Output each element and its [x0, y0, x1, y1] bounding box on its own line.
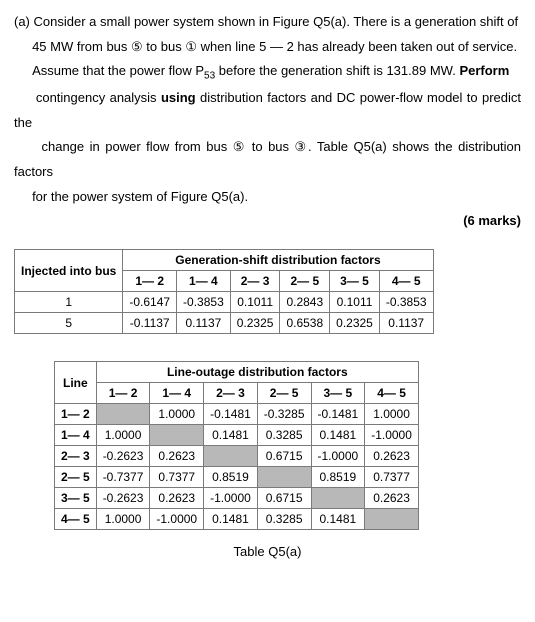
lodf-cell: -1.0000 — [150, 509, 204, 530]
lodf-line: 1— 4 — [55, 425, 97, 446]
lodf-cell: -0.3285 — [257, 404, 311, 425]
gsdf-rowheader: Injected into bus — [15, 250, 123, 292]
lodf-table: LineLine-outage distribution factors1— 2… — [54, 361, 419, 530]
q-line2: 45 MW from bus ⑤ to bus ① when line 5 — … — [32, 39, 517, 54]
lodf-cell: 0.2623 — [365, 488, 419, 509]
lodf-cell: -0.1481 — [311, 404, 365, 425]
gsdf-cell: 0.2843 — [280, 292, 330, 313]
lodf-col: 1— 2 — [96, 383, 150, 404]
q-line3-mid: before the generation shift is 131.89 MW… — [215, 63, 459, 78]
gsdf-cell: 0.6538 — [280, 313, 330, 334]
lodf-cell: 0.3285 — [257, 509, 311, 530]
lodf-cell: 1.0000 — [96, 425, 150, 446]
gsdf-col: 2— 3 — [230, 271, 280, 292]
lodf-cell: 0.8519 — [311, 467, 365, 488]
question-body: (a) Consider a small power system shown … — [14, 10, 521, 209]
lodf-col: 2— 5 — [257, 383, 311, 404]
lodf-cell: 0.6715 — [257, 446, 311, 467]
lodf-line: 4— 5 — [55, 509, 97, 530]
gsdf-cell: 0.2325 — [230, 313, 280, 334]
gsdf-cell: 0.1137 — [379, 313, 433, 334]
gsdf-cell: 0.1011 — [330, 292, 380, 313]
lodf-cell: -1.0000 — [311, 446, 365, 467]
lodf-cell — [311, 488, 365, 509]
lodf-rowheader: Line — [55, 362, 97, 404]
gsdf-cell: 0.1011 — [230, 292, 280, 313]
gsdf-title: Generation-shift distribution factors — [123, 250, 433, 271]
lodf-cell — [96, 404, 150, 425]
lodf-cell — [257, 467, 311, 488]
lodf-line: 2— 3 — [55, 446, 97, 467]
lodf-cell: 0.7377 — [150, 467, 204, 488]
lodf-col: 4— 5 — [365, 383, 419, 404]
lodf-cell — [204, 446, 258, 467]
lodf-title: Line-outage distribution factors — [96, 362, 418, 383]
lodf-cell: 1.0000 — [96, 509, 150, 530]
q-line3-pre: Assume that the power flow P — [32, 63, 204, 78]
lodf-cell: 0.7377 — [365, 467, 419, 488]
lodf-line: 1— 2 — [55, 404, 97, 425]
lodf-cell: -0.2623 — [96, 488, 150, 509]
lodf-cell: -0.7377 — [96, 467, 150, 488]
gsdf-cell: -0.3853 — [177, 292, 231, 313]
gsdf-bus: 5 — [15, 313, 123, 334]
lodf-cell: 0.2623 — [150, 446, 204, 467]
marks-label: (6 marks) — [14, 213, 521, 228]
lodf-cell: -1.0000 — [365, 425, 419, 446]
table-caption: Table Q5(a) — [14, 544, 521, 559]
q-line4-bold: using — [161, 90, 196, 105]
lodf-cell: 1.0000 — [365, 404, 419, 425]
gsdf-col: 4— 5 — [379, 271, 433, 292]
lodf-col: 2— 3 — [204, 383, 258, 404]
lodf-cell: 0.6715 — [257, 488, 311, 509]
lodf-cell: -0.2623 — [96, 446, 150, 467]
q-line5: change in power flow from bus ⑤ to bus ③… — [14, 139, 521, 179]
lodf-cell: -1.0000 — [204, 488, 258, 509]
q-line3-bold: Perform — [459, 63, 509, 78]
lodf-line: 2— 5 — [55, 467, 97, 488]
lodf-cell — [150, 425, 204, 446]
q-line1: Consider a small power system shown in F… — [34, 14, 519, 29]
lodf-cell: 0.3285 — [257, 425, 311, 446]
lodf-cell: 1.0000 — [150, 404, 204, 425]
lodf-cell: 0.8519 — [204, 467, 258, 488]
lodf-cell: 0.2623 — [150, 488, 204, 509]
q-line6: for the power system of Figure Q5(a). — [32, 189, 248, 204]
gsdf-cell: 0.2325 — [330, 313, 380, 334]
lodf-cell: 0.1481 — [311, 425, 365, 446]
gsdf-col: 1— 4 — [177, 271, 231, 292]
lodf-cell: 0.1481 — [204, 509, 258, 530]
lodf-cell: 0.1481 — [311, 509, 365, 530]
label-a: (a) — [14, 14, 30, 29]
lodf-cell — [365, 509, 419, 530]
q-line3-sub: 53 — [204, 71, 215, 82]
gsdf-cell: 0.1137 — [177, 313, 231, 334]
q-line4-pre: contingency analysis — [36, 90, 161, 105]
gsdf-col: 1— 2 — [123, 271, 177, 292]
gsdf-table: Injected into busGeneration-shift distri… — [14, 249, 434, 334]
gsdf-cell: -0.1137 — [123, 313, 177, 334]
gsdf-cell: -0.3853 — [379, 292, 433, 313]
lodf-cell: 0.2623 — [365, 446, 419, 467]
gsdf-cell: -0.6147 — [123, 292, 177, 313]
gsdf-bus: 1 — [15, 292, 123, 313]
lodf-cell: 0.1481 — [204, 425, 258, 446]
lodf-line: 3— 5 — [55, 488, 97, 509]
gsdf-col: 2— 5 — [280, 271, 330, 292]
lodf-col: 3— 5 — [311, 383, 365, 404]
lodf-col: 1— 4 — [150, 383, 204, 404]
gsdf-col: 3— 5 — [330, 271, 380, 292]
lodf-cell: -0.1481 — [204, 404, 258, 425]
